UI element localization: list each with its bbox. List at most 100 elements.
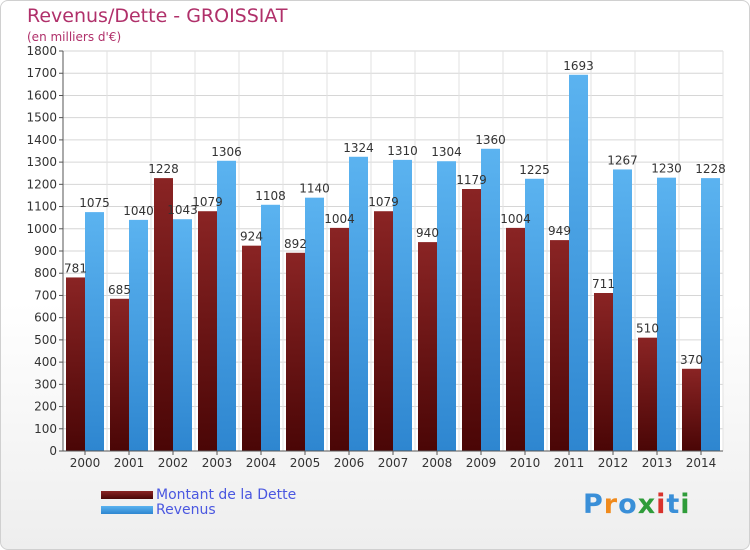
x-tick-label: 2014 (686, 456, 717, 470)
data-label-debt-2006: 1004 (324, 212, 355, 226)
legend-swatch-debt (101, 491, 153, 499)
bar-revenue-2010 (525, 178, 544, 451)
y-tick-label: 300 (34, 377, 57, 391)
logo-letter: i (680, 489, 691, 520)
data-label-revenue-2005: 1140 (299, 182, 330, 196)
y-tick-label: 800 (34, 266, 57, 280)
data-label-debt-2012: 711 (592, 277, 615, 291)
bar-debt-2005 (286, 252, 305, 451)
y-tick-label: 0 (49, 444, 57, 458)
bar-revenue-2009 (481, 148, 500, 451)
bar-debt-2014 (682, 368, 701, 451)
logo-letter: x (637, 489, 657, 520)
y-tick-label: 100 (34, 422, 57, 436)
y-tick-label: 1000 (26, 222, 57, 236)
data-label-debt-2011: 949 (548, 224, 571, 238)
bar-debt-2003 (198, 211, 217, 451)
data-label-revenue-2009: 1360 (475, 133, 506, 147)
x-tick-label: 2002 (158, 456, 189, 470)
data-label-debt-2002: 1228 (148, 162, 179, 176)
bar-debt-2002 (154, 178, 173, 451)
legend-swatch-revenue (101, 506, 153, 514)
data-label-debt-2000: 781 (64, 261, 87, 275)
y-tick-label: 1700 (26, 66, 57, 80)
x-tick-label: 2008 (422, 456, 453, 470)
bar-revenue-2007 (393, 159, 412, 451)
y-tick-label: 1100 (26, 200, 57, 214)
proxiti-logo: Proxiti (583, 489, 691, 520)
y-tick-label: 1300 (26, 155, 57, 169)
x-tick-label: 2011 (554, 456, 585, 470)
x-tick-label: 2005 (290, 456, 321, 470)
x-tick-label: 2009 (466, 456, 497, 470)
y-tick-label: 900 (34, 244, 57, 258)
data-label-debt-2010: 1004 (500, 212, 531, 226)
x-tick-label: 2000 (70, 456, 101, 470)
data-label-debt-2007: 1079 (368, 195, 399, 209)
data-label-revenue-2001: 1040 (123, 204, 154, 218)
data-label-debt-2014: 370 (680, 353, 703, 367)
data-label-revenue-2002: 1043 (167, 203, 198, 217)
y-tick-label: 1400 (26, 133, 57, 147)
legend-label-debt: Montant de la Dette (156, 487, 297, 503)
data-label-debt-2001: 685 (108, 283, 131, 297)
data-label-revenue-2000: 1075 (79, 196, 110, 210)
bar-debt-2006 (330, 227, 349, 451)
bar-revenue-2011 (569, 74, 588, 452)
data-label-revenue-2012: 1267 (607, 153, 638, 167)
data-label-debt-2003: 1079 (192, 195, 223, 209)
bar-revenue-2006 (349, 156, 368, 451)
bar-debt-2004 (242, 245, 261, 451)
bar-revenue-2008 (437, 161, 456, 451)
y-tick-label: 700 (34, 288, 57, 302)
data-label-revenue-2003: 1306 (211, 145, 242, 159)
x-tick-label: 2001 (114, 456, 145, 470)
x-tick-label: 2006 (334, 456, 365, 470)
bar-debt-2000 (66, 277, 85, 451)
data-label-revenue-2008: 1304 (431, 145, 462, 159)
data-label-revenue-2004: 1108 (255, 189, 286, 203)
x-tick-label: 2012 (598, 456, 629, 470)
bar-debt-2011 (550, 240, 569, 451)
data-label-debt-2013: 510 (636, 322, 659, 336)
bar-revenue-2002 (173, 219, 192, 451)
y-tick-label: 400 (34, 355, 57, 369)
bar-debt-2009 (462, 189, 481, 451)
data-label-debt-2005: 892 (284, 237, 307, 251)
x-tick-label: 2013 (642, 456, 673, 470)
data-label-revenue-2014: 1228 (695, 162, 726, 176)
y-tick-label: 200 (34, 400, 57, 414)
data-label-revenue-2010: 1225 (519, 163, 550, 177)
bar-debt-2012 (594, 293, 613, 451)
y-tick-label: 500 (34, 333, 57, 347)
x-tick-label: 2007 (378, 456, 409, 470)
y-tick-label: 1200 (26, 177, 57, 191)
logo-letter: r (603, 489, 619, 520)
data-label-revenue-2011: 1693 (563, 59, 594, 73)
bar-revenue-2012 (613, 169, 632, 451)
x-tick-label: 2010 (510, 456, 541, 470)
bar-revenue-2000 (85, 212, 104, 451)
logo-letter: P (583, 489, 604, 520)
bar-revenue-2004 (261, 204, 280, 451)
data-label-revenue-2007: 1310 (387, 144, 418, 158)
data-label-debt-2009: 1179 (456, 173, 487, 187)
bar-debt-2001 (110, 298, 129, 451)
bar-debt-2008 (418, 242, 437, 451)
logo-letter: t (666, 489, 681, 520)
bar-debt-2007 (374, 211, 393, 451)
bar-revenue-2003 (217, 160, 236, 451)
bar-debt-2013 (638, 337, 657, 451)
data-label-revenue-2006: 1324 (343, 141, 374, 155)
bar-revenue-2005 (305, 197, 324, 451)
logo-letter: o (618, 489, 638, 520)
chart-title: Revenus/Dette - GROISSIAT (27, 5, 288, 27)
bar-revenue-2014 (701, 178, 720, 451)
logo-letter: i (656, 489, 667, 520)
chart-subtitle: (en milliers d'€) (27, 30, 122, 44)
data-label-debt-2004: 924 (240, 230, 263, 244)
bar-debt-2010 (506, 227, 525, 451)
x-tick-label: 2003 (202, 456, 233, 470)
